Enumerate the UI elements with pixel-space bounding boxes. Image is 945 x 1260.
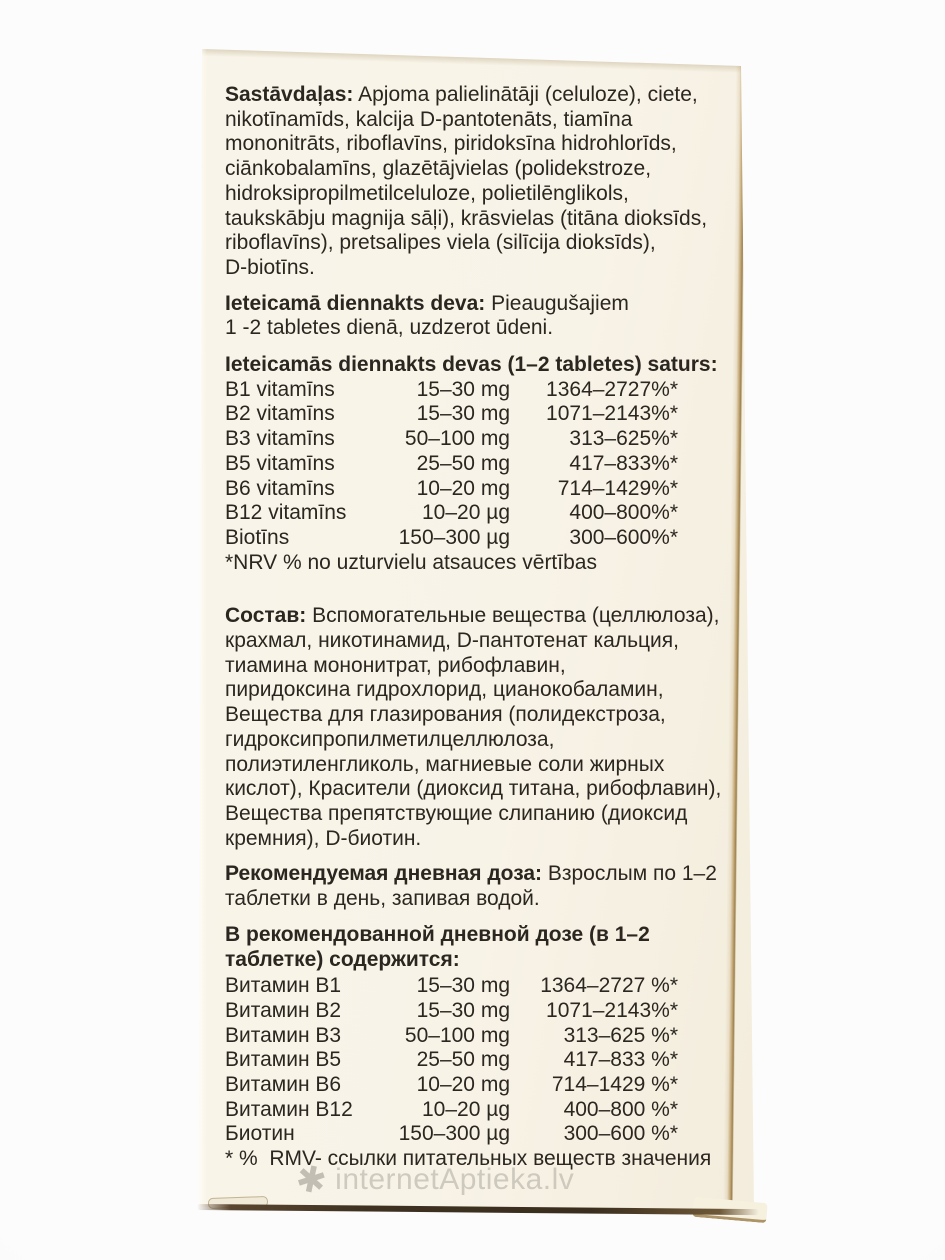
cell-amount: 15–30 mg [416, 974, 510, 998]
ingredients-line: пиридоксина гидрохлорид, цианокобаламин, [225, 678, 664, 702]
table-heading-ru: В рекомендованной дневной дозе (в 1–2 [225, 922, 650, 946]
table-row: Biotīns 150–300 µg 300–600%* [225, 526, 730, 551]
ingredients-line: nikotīnamīds, kalcija D-pantotenāts, tia… [225, 107, 633, 131]
nutrition-table-ru: В рекомендованной дневной дозе (в 1–2 та… [225, 923, 730, 1172]
cell-amount: 15–30 mg [416, 998, 510, 1022]
table-row: B5 vitamīns 25–50 mg 417–833%* [225, 452, 730, 477]
cell-nrv: 417–833%* [569, 451, 678, 475]
table-body-ru: Витамин B1 15–30 mg 1364–2727 %* Витамин… [225, 974, 730, 1147]
cell-amount: 10–20 mg [416, 476, 510, 500]
table-row: Биотин 150–300 µg 300–600 %* [225, 1122, 730, 1147]
cell-vitamin: B12 vitamīns [225, 501, 347, 525]
table-row: B6 vitamīns 10–20 mg 714–1429%* [225, 477, 730, 502]
table-footnote-lv: *NRV % no uzturvielu atsauces vērtības [225, 550, 597, 574]
box-left-edge [199, 49, 207, 1207]
ingredients-line: кремния), D-биотин. [225, 826, 422, 850]
cell-nrv: 313–625%* [569, 427, 678, 451]
cell-vitamin: Витамин B5 [225, 1048, 342, 1072]
label-text: Sastāvdaļas: Apjoma palielinātāji (celul… [225, 83, 730, 1172]
cell-amount: 10–20 µg [421, 501, 510, 525]
cell-amount: 15–30 mg [416, 402, 510, 426]
dose-label-lv: Ieteicamā diennakts deva: [225, 291, 486, 315]
cell-nrv: 417–833 %* [563, 1048, 678, 1072]
cell-vitamin: Витамин B12 [225, 1097, 353, 1121]
ingredients-line: Состав: Вспомогательные вещества (целлюл… [225, 604, 720, 628]
dose-line: Ieteicamā diennakts deva: Pieaugušajiem [225, 291, 629, 315]
cell-nrv: 400–800%* [569, 501, 678, 525]
cell-amount: 10–20 µg [421, 1097, 510, 1121]
cell-vitamin: B3 vitamīns [225, 427, 335, 451]
table-row: Витамин B3 50–100 mg 313–625 %* [225, 1024, 730, 1049]
ingredients-line: Вещества препятствующие слипанию (диокси… [225, 801, 688, 825]
cell-amount: 25–50 mg [416, 451, 510, 475]
cell-amount: 50–100 mg [404, 1023, 510, 1047]
ingredients-line: taukskābju magnija sāļi), krāsvielas (ti… [225, 206, 708, 230]
cell-nrv: 1071–2143%* [546, 402, 678, 426]
table-row: Витамин B1 15–30 mg 1364–2727 %* [225, 974, 730, 999]
table-heading-ru: таблетке) содержится: [225, 947, 460, 971]
cell-amount: 15–30 mg [416, 377, 510, 401]
box-top-edge [199, 49, 754, 74]
table-row: Витамин B12 10–20 µg 400–800 %* [225, 1098, 730, 1123]
ingredients-line: полиэтиленгликоль, магниевые соли жирных [225, 752, 665, 776]
ingredients-line: крахмал, никотинамид, D-пантотенат кальц… [225, 629, 679, 653]
cell-amount: 10–20 mg [416, 1073, 510, 1097]
dose-line: Рекомендуемая дневная доза: Взрослым по … [225, 862, 717, 886]
ingredients-line: mononitrāts, riboflavīns, piridoksīna hi… [225, 132, 677, 156]
ingredients-line: Sastāvdaļas: Apjoma palielinātāji (celul… [225, 83, 698, 106]
cell-nrv: 400–800 %* [563, 1097, 678, 1121]
table-heading-lv: Ieteicamās diennakts devas (1–2 tabletes… [225, 353, 718, 377]
cell-nrv: 1071–2143%* [546, 998, 678, 1022]
ingredients-section-lv: Sastāvdaļas: Apjoma palielinātāji (celul… [225, 83, 730, 281]
dose-line: 1 -2 tabletes dienā, uzdzerot ūdeni. [225, 316, 554, 340]
table-row: Витамин B5 25–50 mg 417–833 %* [225, 1048, 730, 1073]
table-row: B1 vitamīns 15–30 mg 1364–2727%* [225, 378, 730, 403]
cell-vitamin: Биотин [225, 1122, 295, 1146]
cell-nrv: 300–600 %* [563, 1122, 678, 1146]
cell-amount: 150–300 µg [398, 525, 510, 549]
table-row: B3 vitamīns 50–100 mg 313–625%* [225, 427, 730, 452]
cell-amount: 25–50 mg [416, 1048, 510, 1072]
cell-amount: 50–100 mg [404, 427, 510, 451]
cell-nrv: 313–625 %* [563, 1023, 678, 1047]
ingredients-line: Вещества для глазирования (полидекстроза… [225, 703, 666, 727]
ingredients-label-lv: Sastāvdaļas: [225, 83, 354, 106]
ingredients-line: hidroksipropilmetilceluloze, polietilēng… [225, 181, 629, 205]
cell-vitamin: Витамин B3 [225, 1023, 342, 1047]
ingredients-line: тиамина мононитрат, рибофлавин, [225, 653, 566, 677]
nutrition-table-lv: Ieteicamās diennakts devas (1–2 tabletes… [225, 353, 730, 575]
table-row: Витамин B6 10–20 mg 714–1429 %* [225, 1073, 730, 1098]
table-row: B12 vitamīns 10–20 µg 400–800%* [225, 501, 730, 526]
ingredients-line: ciānkobalamīns, glazētājvielas (polideks… [225, 157, 652, 181]
cell-vitamin: Витамин B2 [225, 998, 342, 1022]
dose-line: таблетки в день, запивая водой. [225, 887, 540, 911]
cell-vitamin: B1 vitamīns [225, 377, 335, 401]
dose-section-ru: Рекомендуемая дневная доза: Взрослым по … [225, 862, 730, 911]
table-footnote-ru: * % RMV- ссылки питательных веществ знач… [225, 1147, 712, 1171]
cell-nrv: 1364–2727 %* [540, 974, 678, 998]
ingredients-line: riboflavīns), pretsalipes viela (silīcij… [225, 231, 656, 255]
ingredients-line: кислот), Красители (диоксид титана, рибо… [225, 777, 722, 801]
cell-vitamin: B5 vitamīns [225, 451, 335, 475]
cell-vitamin: Biotīns [225, 525, 290, 549]
ingredients-line: D-biotīns. [225, 255, 315, 279]
dose-section-lv: Ieteicamā diennakts deva: Pieaugušajiem … [225, 292, 730, 341]
cell-vitamin: B2 vitamīns [225, 402, 335, 426]
cell-nrv: 1364–2727%* [546, 377, 678, 401]
cell-vitamin: Витамин B1 [225, 974, 342, 998]
cell-amount: 150–300 µg [398, 1122, 510, 1146]
ingredients-section-ru: Состав: Вспомогательные вещества (целлюл… [225, 604, 730, 851]
dose-label-ru: Рекомендуемая дневная доза: [225, 862, 543, 886]
table-row: Витамин B2 15–30 mg 1071–2143%* [225, 999, 730, 1024]
ingredients-label-ru: Состав: [225, 604, 307, 628]
cell-nrv: 714–1429 %* [551, 1073, 678, 1097]
cell-vitamin: B6 vitamīns [225, 476, 335, 500]
ingredients-line: гидроксипропилметилцеллюлоза, [225, 727, 555, 751]
cell-nrv: 300–600%* [569, 525, 678, 549]
table-row: B2 vitamīns 15–30 mg 1071–2143%* [225, 402, 730, 427]
cell-vitamin: Витамин B6 [225, 1073, 342, 1097]
cell-nrv: 714–1429%* [557, 476, 678, 500]
